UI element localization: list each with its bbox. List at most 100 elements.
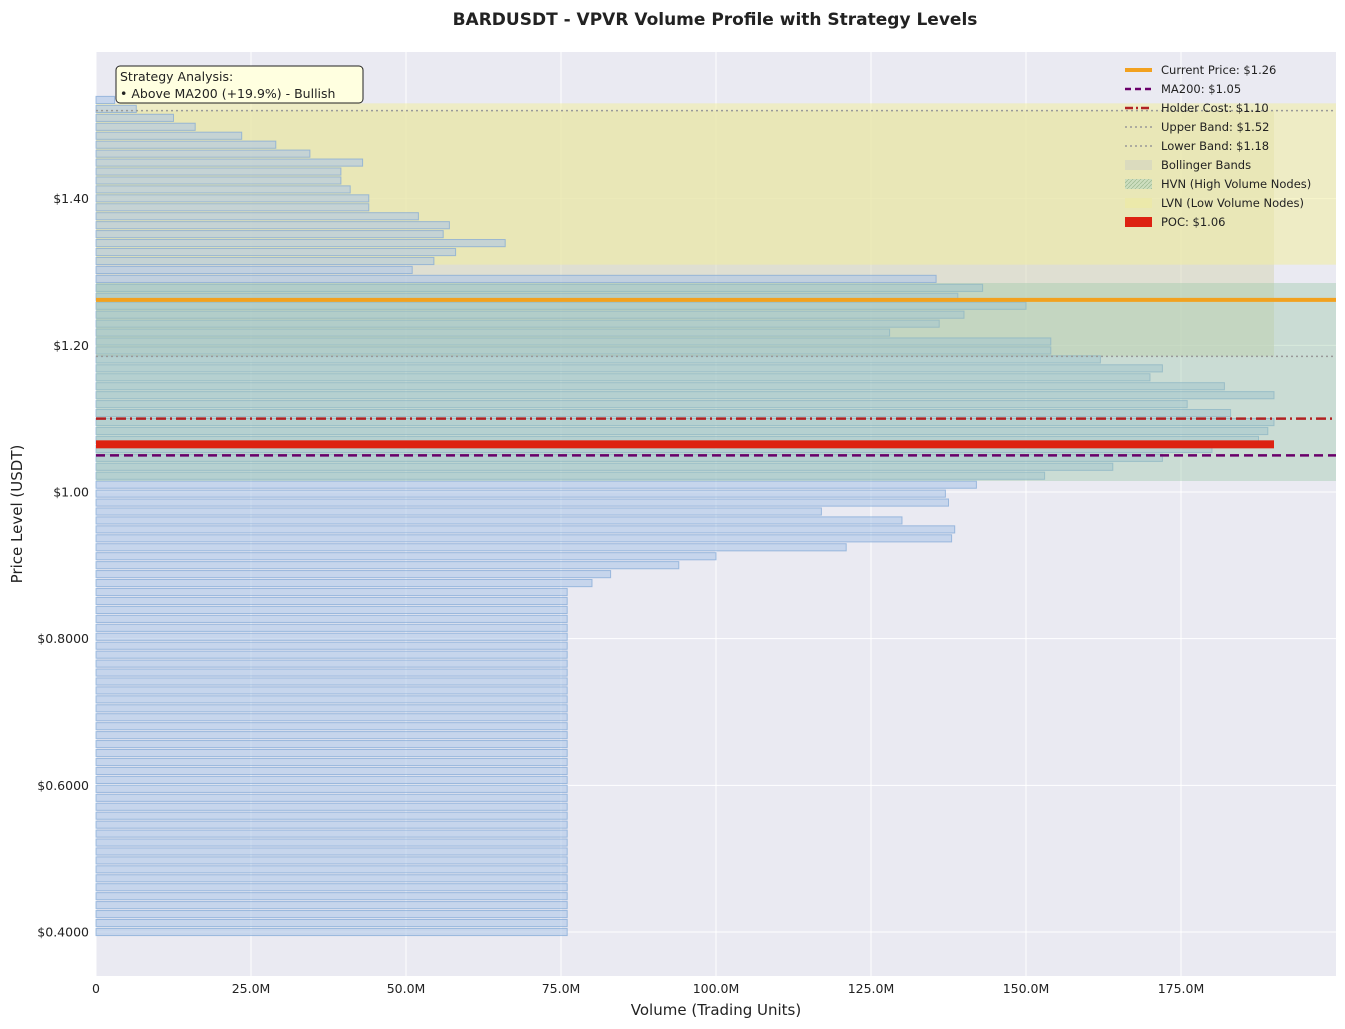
volume-bar [95, 623, 568, 632]
volume-bar [95, 274, 937, 283]
hvn-zone [96, 283, 1336, 481]
volume-bar [95, 918, 568, 928]
volume-bar [95, 355, 1101, 364]
volume-bar [95, 391, 1275, 400]
legend-item: Lower Band: $1.18 [1125, 139, 1269, 153]
legend-swatch [1125, 217, 1152, 227]
volume-bar [95, 614, 568, 623]
volume-bar [95, 462, 1114, 471]
annotation-line: • Above MA200 (+19.9%) - Bullish [120, 86, 335, 101]
volume-bar [95, 543, 847, 552]
legend-item: Upper Band: $1.52 [1125, 120, 1269, 134]
volume-bar [95, 829, 568, 838]
y-tick-label: $1.40 [53, 191, 89, 206]
volume-bar [95, 740, 568, 749]
volume-bar [95, 301, 1027, 310]
volume-bar [95, 838, 568, 847]
volume-bar [95, 784, 568, 793]
volume-bar [95, 892, 568, 901]
y-tick-label: $1.00 [53, 485, 89, 500]
volume-bar [95, 471, 1046, 480]
legend-item: Bollinger Bands [1125, 158, 1251, 172]
legend-item: Holder Cost: $1.10 [1125, 101, 1269, 115]
volume-bar [95, 713, 568, 722]
volume-bar [95, 901, 568, 910]
volume-bar [95, 596, 568, 606]
volume-bar [95, 382, 1225, 391]
volume-bar [95, 722, 568, 731]
y-tick-label: $1.20 [53, 338, 89, 353]
poc-bar [96, 440, 1274, 449]
volume-bar [95, 811, 568, 820]
volume-bar [95, 865, 568, 874]
x-axis-label: Volume (Trading Units) [631, 1001, 801, 1019]
volume-bar [95, 239, 506, 248]
volume-bar [95, 793, 568, 802]
volume-bar [95, 328, 891, 337]
legend-item: HVN (High Volume Nodes) [1125, 177, 1311, 191]
volume-bar [95, 748, 568, 758]
volume-bar [95, 775, 568, 784]
x-tick-label: 75.0M [542, 981, 581, 996]
volume-bar [95, 176, 342, 185]
volume-bar [95, 677, 568, 686]
volume-bar [95, 337, 1052, 346]
volume-bar [95, 221, 450, 230]
volume-bar [95, 185, 351, 194]
volume-bar [95, 203, 370, 212]
legend-label: LVN (Low Volume Nodes) [1161, 196, 1304, 210]
volume-bar [95, 283, 984, 292]
volume-bar [95, 847, 568, 856]
volume-bar [95, 802, 568, 811]
volume-bar [95, 561, 680, 570]
volume-bar [95, 373, 1151, 382]
chart-title: BARDUSDT - VPVR Volume Profile with Stra… [453, 10, 978, 30]
legend-item: Current Price: $1.26 [1125, 63, 1276, 77]
volume-bar [95, 507, 822, 516]
volume-bar [95, 632, 568, 641]
legend-swatch [1125, 179, 1152, 189]
legend-label: HVN (High Volume Nodes) [1161, 177, 1311, 191]
x-tick-label: 150.0M [1003, 981, 1050, 996]
legend-label: Holder Cost: $1.10 [1161, 101, 1269, 115]
volume-bar [95, 256, 435, 266]
x-tick-label: 25.0M [232, 981, 271, 996]
volume-bar [95, 95, 116, 105]
volume-bar [95, 131, 243, 140]
legend-item: LVN (Low Volume Nodes) [1125, 196, 1304, 210]
volume-bar [95, 686, 568, 695]
x-tick-label: 125.0M [848, 981, 895, 996]
volume-bar [95, 409, 1232, 418]
volume-bar [95, 856, 568, 865]
legend: Current Price: $1.26 MA200: $1.05 Holder C… [1125, 63, 1311, 229]
volume-bar [95, 149, 311, 158]
volume-bar [95, 140, 277, 149]
volume-bar [95, 104, 137, 113]
x-tick-label: 50.0M [387, 981, 426, 996]
volume-bar [95, 498, 949, 507]
volume-bar [95, 158, 364, 167]
volume-bar [95, 113, 174, 122]
legend-item: MA200: $1.05 [1125, 82, 1241, 96]
volume-bar [95, 695, 568, 704]
volume-bar [95, 534, 953, 543]
legend-swatch [1125, 160, 1152, 170]
legend-label: POC: $1.06 [1161, 215, 1225, 229]
volume-bar [95, 265, 413, 275]
volume-bar [95, 910, 568, 919]
volume-bar [95, 668, 568, 677]
legend-label: MA200: $1.05 [1161, 82, 1241, 96]
volume-bar [95, 525, 956, 534]
volume-bar [95, 641, 568, 650]
volume-bar [95, 247, 457, 257]
volume-bar [95, 650, 568, 659]
volume-bar [95, 122, 196, 131]
legend-swatch [1125, 198, 1152, 208]
volume-bar [95, 766, 568, 776]
volume-bar [95, 346, 1052, 355]
volume-bar [95, 194, 370, 203]
volume-bar [95, 757, 568, 767]
x-tick-label: 175.0M [1158, 981, 1205, 996]
volume-bar [95, 704, 568, 713]
volume-bar [95, 587, 568, 597]
